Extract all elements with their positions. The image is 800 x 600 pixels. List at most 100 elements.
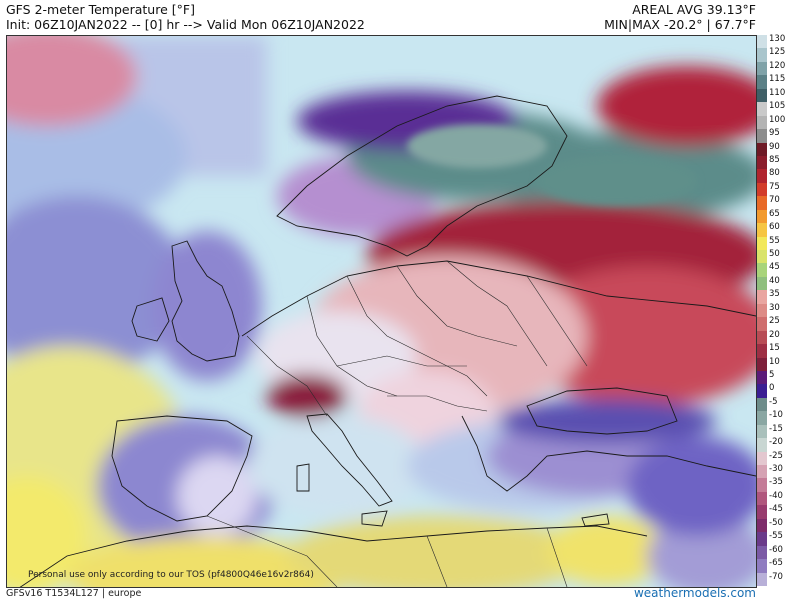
legend-level: -65 [757, 558, 797, 573]
legend-label: 25 [769, 316, 780, 327]
legend-swatch [757, 129, 767, 143]
brand-link[interactable]: weathermodels.com [633, 586, 756, 600]
legend-swatch [757, 344, 767, 358]
legend-level: 80 [757, 168, 797, 183]
legend-level: -70 [757, 571, 797, 586]
temperature-legend: 130 125 120 115 110 105 100 95 90 85 80 75 70 65 60 55 5… [757, 34, 797, 586]
min-max-values: MIN|MAX -20.2° | 67.7°F [604, 17, 756, 32]
legend-swatch [757, 518, 767, 533]
legend-swatch [757, 209, 767, 224]
legend-swatch [757, 303, 767, 318]
legend-label: -40 [769, 490, 783, 501]
legend-swatch [757, 317, 767, 331]
legend-swatch [757, 196, 767, 210]
legend-label: -60 [769, 544, 783, 555]
legend-swatch [757, 491, 767, 506]
legend-label: 85 [769, 154, 780, 165]
legend-label: 50 [769, 249, 780, 260]
legend-swatch [757, 75, 767, 89]
legend-swatch [757, 559, 767, 573]
legend-level: 10 [757, 357, 797, 371]
legend-swatch [757, 182, 767, 197]
chart-title: GFS 2-meter Temperature [°F] [6, 2, 195, 17]
legend-level: -15 [757, 423, 797, 439]
legend-level: 0 [757, 383, 797, 398]
temperature-field [7, 36, 756, 587]
legend-swatch [757, 384, 767, 398]
legend-level: 55 [757, 235, 797, 251]
legend-swatch [757, 330, 767, 345]
legend-level: 70 [757, 195, 797, 210]
legend-level: 65 [757, 208, 797, 224]
legend-level: 100 [757, 115, 797, 130]
legend-level: -20 [757, 437, 797, 452]
legend-label: 35 [769, 289, 780, 300]
legend-label: 75 [769, 181, 780, 192]
legend-label: -70 [769, 571, 783, 582]
legend-label: -10 [769, 410, 783, 421]
legend-level: 45 [757, 262, 797, 277]
map-canvas [7, 36, 756, 587]
legend-label: 60 [769, 222, 780, 233]
legend-label: 95 [769, 128, 780, 139]
legend-label: 45 [769, 262, 780, 273]
legend-swatch [757, 545, 767, 560]
legend-label: 20 [769, 329, 780, 340]
legend-label: 130 [769, 34, 786, 44]
legend-level: 15 [757, 343, 797, 358]
legend-label: -30 [769, 464, 783, 475]
legend-level: -45 [757, 504, 797, 519]
legend-label: 65 [769, 208, 780, 219]
legend-level: -30 [757, 464, 797, 479]
legend-label: -20 [769, 437, 783, 448]
legend-level: -50 [757, 518, 797, 533]
legend-swatch [757, 169, 767, 183]
legend-level: 25 [757, 316, 797, 331]
legend-level: 60 [757, 222, 797, 237]
legend-label: 0 [769, 383, 775, 394]
legend-level: 95 [757, 128, 797, 143]
areal-average: AREAL AVG 39.13°F [632, 2, 756, 17]
legend-label: 105 [769, 101, 786, 112]
legend-label: 125 [769, 47, 786, 58]
legend-label: 115 [769, 74, 786, 85]
legend-swatch [757, 155, 767, 170]
legend-level: -40 [757, 490, 797, 506]
legend-swatch [757, 290, 767, 304]
legend-swatch [757, 115, 767, 130]
legend-swatch [757, 451, 767, 466]
legend-label: 15 [769, 343, 780, 354]
legend-level: 75 [757, 181, 797, 197]
legend-swatch [757, 424, 767, 439]
legend-swatch [757, 102, 767, 116]
legend-swatch [757, 370, 767, 385]
cold-core-scandinavia [407, 124, 697, 206]
legend-swatch [757, 48, 767, 62]
legend-swatch [757, 35, 767, 49]
temperature-map[interactable] [6, 35, 757, 588]
legend-level: 40 [757, 275, 797, 291]
legend-label: 30 [769, 302, 780, 313]
legend-level: 110 [757, 88, 797, 103]
legend-swatch [757, 61, 767, 76]
legend-swatch [757, 142, 767, 156]
coastlines [19, 95, 756, 587]
legend-swatch [757, 505, 767, 519]
legend-label: -65 [769, 558, 783, 569]
legend-level: -25 [757, 451, 797, 466]
legend-swatch [757, 438, 767, 452]
legend-label: 5 [769, 369, 775, 380]
legend-label: 40 [769, 275, 780, 286]
init-valid-line: Init: 06Z10JAN2022 -- [0] hr --> Valid M… [6, 17, 365, 32]
legend-label: -15 [769, 423, 783, 434]
legend-level: 130 [757, 34, 797, 49]
legend-label: 55 [769, 235, 780, 246]
legend-level: 50 [757, 249, 797, 264]
legend-label: -35 [769, 477, 783, 488]
tos-note: Personal use only according to our TOS (… [28, 570, 314, 580]
legend-level: 115 [757, 74, 797, 89]
legend-level: 30 [757, 302, 797, 318]
legend-swatch [757, 276, 767, 291]
legend-level: 35 [757, 289, 797, 304]
legend-label: 70 [769, 195, 780, 206]
